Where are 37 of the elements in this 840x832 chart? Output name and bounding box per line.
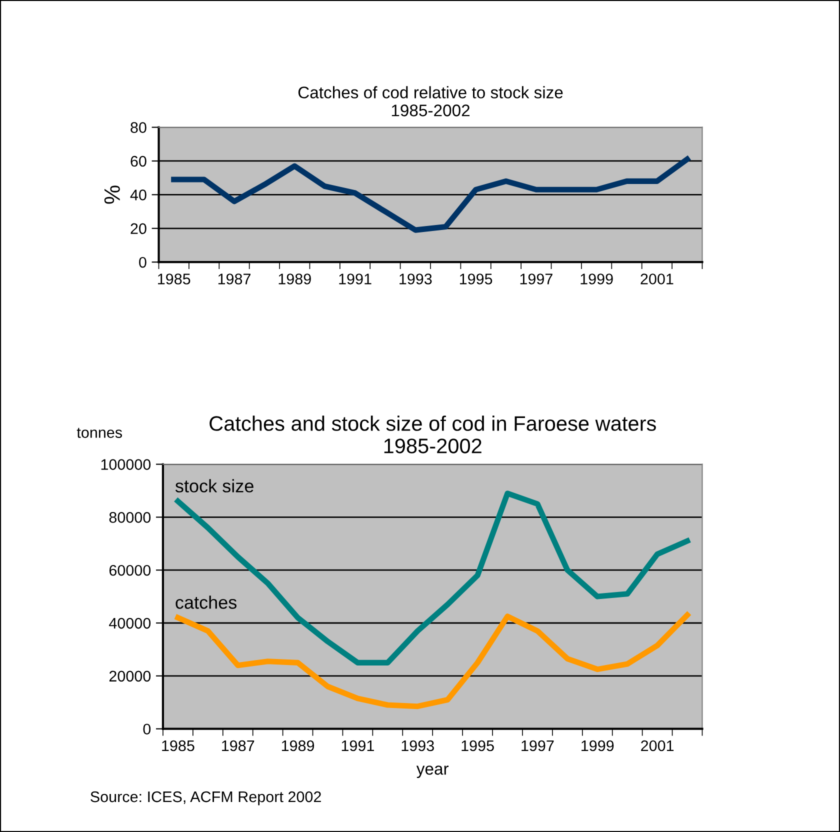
x-tick-label: 1999 [582, 740, 614, 752]
x-tick-label: 1985 [162, 740, 194, 752]
y-tick-label: 60000 [109, 564, 151, 576]
chart-title: Catches and stock size of cod in Faroese waters 1985-2002 [210, 416, 656, 454]
chart-title: Catches of cod relative to stock size 1985-2002 [298, 86, 563, 116]
y-axis-title: % [104, 186, 120, 204]
y-tick-label: 20000 [109, 670, 151, 682]
y-tick-label: 80 [130, 122, 146, 133]
x-tick-label: 1993 [400, 274, 432, 284]
x-tick-label: 1991 [342, 740, 374, 752]
y-tick-label: 40000 [109, 618, 151, 629]
x-tick-label: 1995 [460, 274, 492, 284]
x-tick-label: 1991 [339, 274, 372, 284]
x-tick-label: 2001 [640, 274, 674, 284]
x-tick-label: 2001 [641, 740, 674, 752]
x-tick-label: 1987 [222, 740, 254, 752]
x-tick-label: 1989 [278, 274, 311, 284]
x-tick-label: 1995 [462, 740, 494, 752]
x-axis-title: year [416, 766, 449, 778]
y-tick-label: 20 [130, 223, 146, 234]
series-label: stock size [175, 479, 254, 492]
x-tick-label: 1999 [580, 274, 613, 284]
x-tick-label: 1997 [520, 274, 552, 284]
y-axis-title: tonnes [76, 428, 122, 438]
x-tick-label: 1989 [282, 740, 314, 752]
y-tick-label: 40 [130, 190, 146, 200]
x-tick-label: 1997 [522, 740, 554, 752]
x-tick-label: 1993 [402, 740, 434, 752]
y-tick-label: 80000 [109, 512, 151, 523]
source-note: Source: ICES, ACFM Report 2002 [90, 791, 321, 806]
y-tick-label: 0 [139, 256, 146, 268]
series-label: catches [176, 596, 237, 609]
x-tick-label: 1987 [218, 274, 250, 284]
x-tick-label: 1985 [158, 274, 190, 284]
y-tick-label: 60 [130, 156, 146, 167]
y-tick-label: 0 [143, 724, 151, 735]
y-tick-label: 100000 [101, 459, 151, 470]
